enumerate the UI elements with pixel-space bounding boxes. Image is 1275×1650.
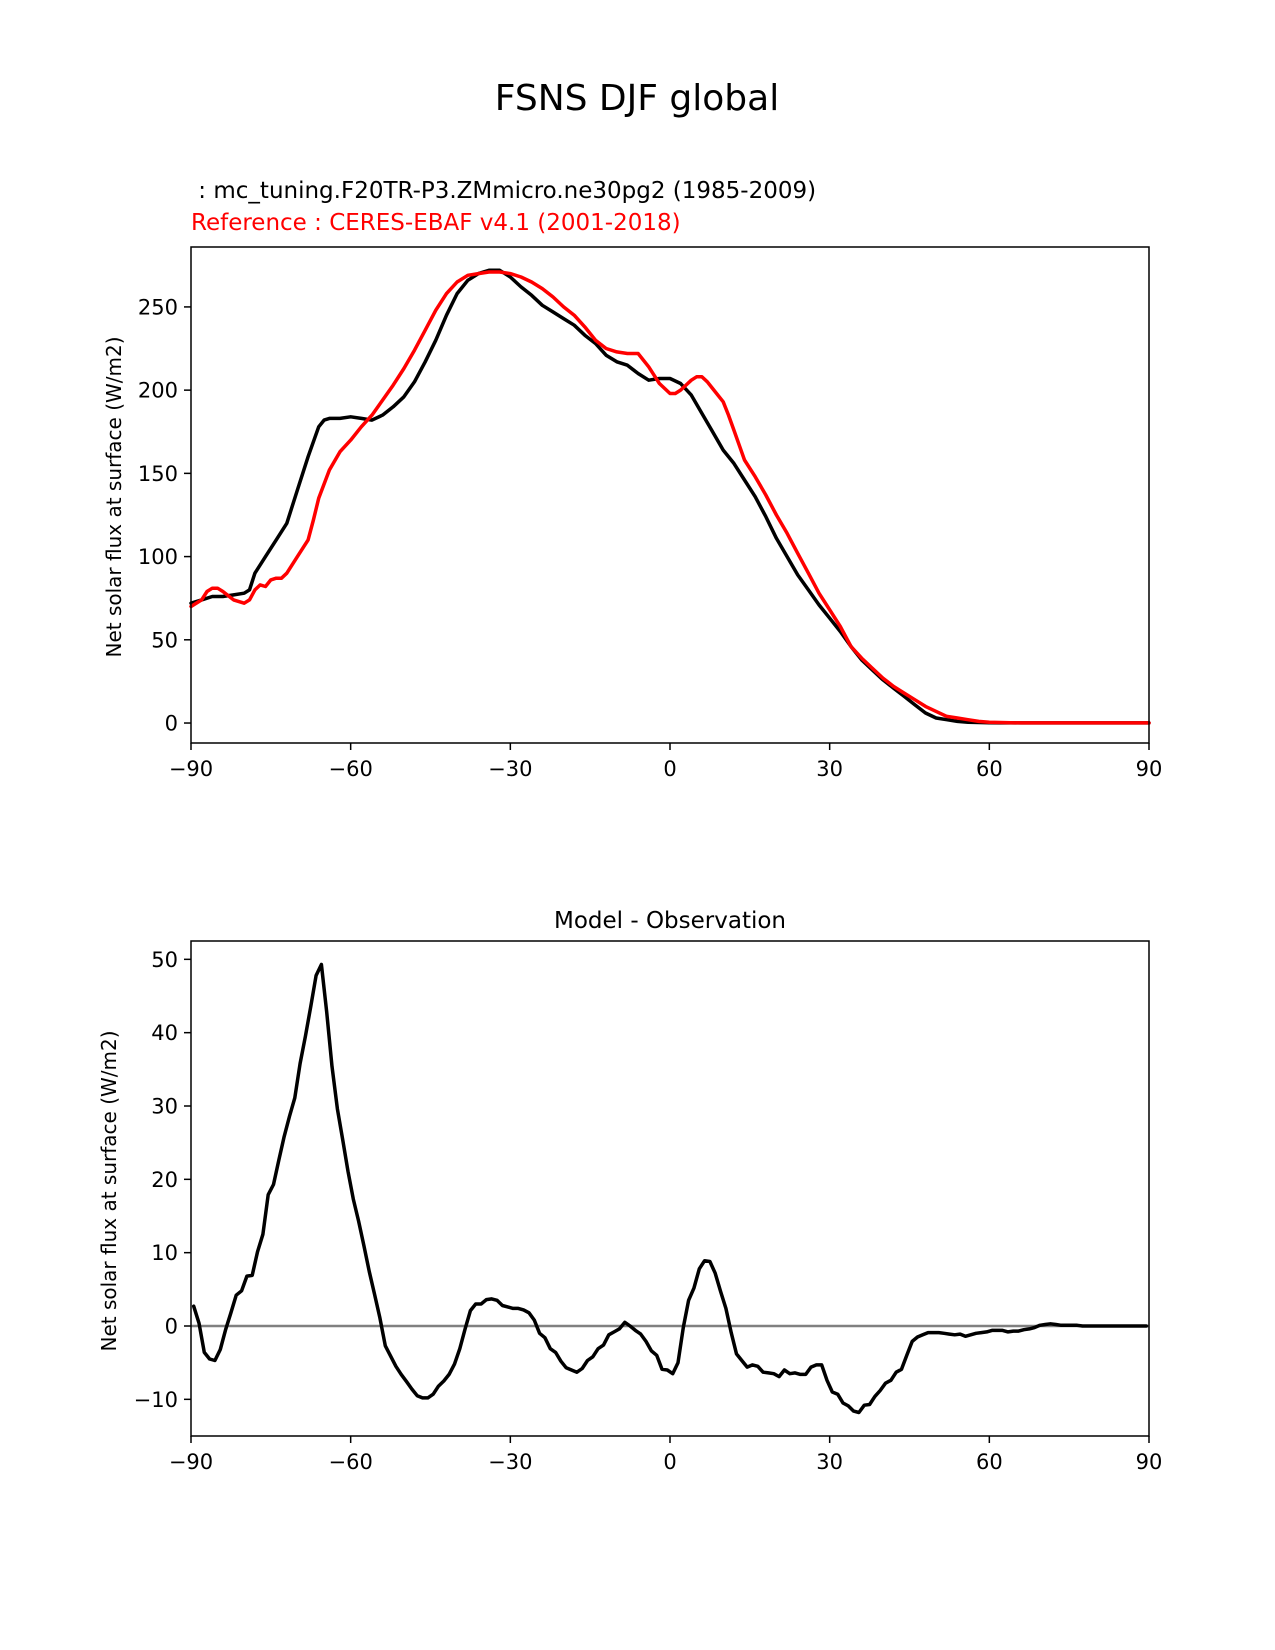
x-tick-label: 90 xyxy=(1136,757,1163,781)
diff-series-line xyxy=(191,962,1149,1415)
bottom-plot-frame xyxy=(190,940,1150,1437)
y-tick-label: 40 xyxy=(151,1021,178,1045)
y-tick-label: 200 xyxy=(138,379,178,403)
x-tick-label: 60 xyxy=(976,757,1003,781)
x-tick-label: 0 xyxy=(663,757,676,781)
y-tick-label: 150 xyxy=(138,462,178,486)
x-tick-label: −60 xyxy=(329,1450,373,1474)
x-tick-label: −90 xyxy=(169,757,213,781)
y-tick-label: 30 xyxy=(151,1095,178,1119)
bottom-x-axis: −90 −60 −30 0 30 60 90 xyxy=(169,1436,1163,1474)
x-tick-label: 30 xyxy=(816,757,843,781)
top-ylabel: Net solar flux at surface (W/m2) xyxy=(102,336,126,657)
y-tick-label: 100 xyxy=(138,545,178,569)
y-tick-label: 50 xyxy=(151,628,178,652)
top-x-axis: −90 −60 −30 0 30 60 90 xyxy=(169,743,1163,781)
test-case-label: : mc_tuning.F20TR-P3.ZMmicro.ne30pg2 (19… xyxy=(191,178,816,204)
bottom-ylabel: Net solar flux at surface (W/m2) xyxy=(97,1030,121,1351)
x-tick-label: −60 xyxy=(329,757,373,781)
top-plot-lines xyxy=(189,268,1151,725)
top-y-axis: 0 50 100 150 200 250 xyxy=(138,295,191,736)
bottom-title: Model - Observation xyxy=(554,908,786,934)
x-tick-label: 60 xyxy=(976,1450,1003,1474)
x-tick-label: −30 xyxy=(488,1450,532,1474)
x-tick-label: 0 xyxy=(663,1450,676,1474)
y-tick-label: 0 xyxy=(165,1315,178,1339)
y-tick-label: 10 xyxy=(151,1241,178,1265)
bottom-panel: Model - Observation Net solar flux at su… xyxy=(97,908,1162,1474)
y-tick-label: 20 xyxy=(151,1168,178,1192)
bottom-y-axis: −10 0 10 20 30 40 50 xyxy=(134,948,191,1412)
x-tick-label: 30 xyxy=(816,1450,843,1474)
top-panel: : mc_tuning.F20TR-P3.ZMmicro.ne30pg2 (19… xyxy=(102,178,1162,781)
reference-label: Reference : CERES-EBAF v4.1 (2001-2018) xyxy=(191,210,681,236)
bottom-plot-lines xyxy=(191,962,1149,1415)
test-series-line xyxy=(189,268,1151,725)
x-tick-label: −30 xyxy=(488,757,532,781)
y-tick-label: −10 xyxy=(134,1388,178,1412)
y-tick-label: 0 xyxy=(165,712,178,736)
y-tick-label: 250 xyxy=(138,295,178,319)
x-tick-label: −90 xyxy=(169,1450,213,1474)
y-tick-label: 50 xyxy=(151,948,178,972)
ref-series-line xyxy=(189,270,1151,725)
top-plot-frame xyxy=(190,246,1150,744)
figure-suptitle: FSNS DJF global xyxy=(495,78,779,119)
x-tick-label: 90 xyxy=(1136,1450,1163,1474)
